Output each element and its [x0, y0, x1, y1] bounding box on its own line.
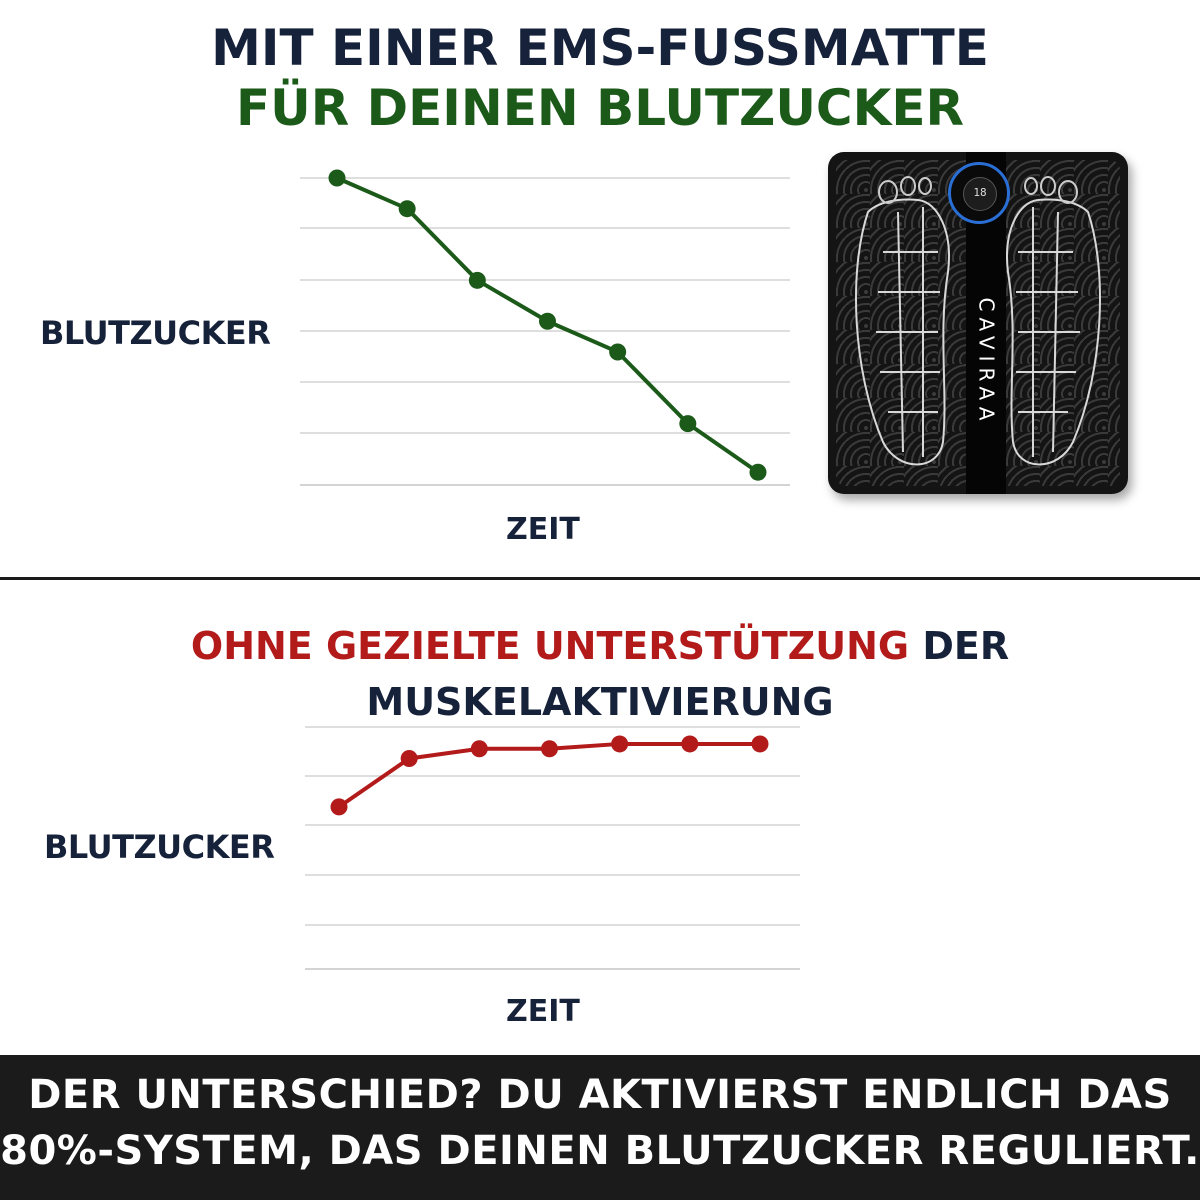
bottom-chart-data-point	[751, 735, 769, 753]
footer-line-1: DER UNTERSCHIED? DU AKTIVIERST ENDLICH D…	[28, 1072, 1172, 1118]
top-chart-data-point	[749, 463, 767, 481]
section-divider	[0, 577, 1200, 580]
footer-line-2: 80%-SYSTEM, DAS DEINEN BLUTZUCKER REGULI…	[0, 1128, 1200, 1174]
headline-line-2: FÜR DEINEN BLUTZUCKER	[235, 79, 965, 137]
top-chart-data-point	[609, 343, 627, 361]
headline-line-1: MIT EINER EMS-FUSSMATTE	[211, 19, 989, 77]
bottom-chart-data-point	[400, 749, 418, 767]
mat-display: 18	[963, 177, 997, 211]
top-chart-data-point	[539, 312, 556, 330]
bottom-chart-x-axis-label: ZEIT	[506, 994, 580, 1029]
section-2-headline: OHNE GEZIELTE UNTERSTÜTZUNG DER MUSKELAK…	[0, 618, 1200, 730]
top-chart-y-axis-label: BLUTZUCKER	[40, 314, 271, 352]
top-chart-data-point	[398, 200, 416, 218]
mat-control-button: 18	[948, 162, 1010, 224]
top-chart-x-axis-label: ZEIT	[506, 512, 580, 547]
bottom-chart-data-point	[330, 798, 348, 816]
section-2-headline-dark: DER MUSKELAKTIVIERUNG	[366, 624, 1010, 724]
bottom-chart-data-point	[541, 740, 558, 758]
bottom-chart-data-point	[611, 735, 629, 753]
top-blood-sugar-chart	[300, 169, 790, 486]
mat-display-digits: 18	[973, 186, 987, 199]
mat-brand-label: CAVIRAA	[966, 298, 1006, 427]
bottom-chart-data-point	[470, 740, 488, 758]
top-chart-data-point	[328, 169, 346, 187]
top-chart-data-point	[679, 415, 697, 433]
bottom-chart-y-axis-label: BLUTZUCKER	[44, 828, 275, 866]
ems-foot-mat-image: CAVIRAA 18	[828, 152, 1128, 494]
brand-text: CAVIRAA	[974, 297, 999, 427]
bottom-chart-data-point	[681, 735, 699, 753]
footer-banner	[0, 1055, 1200, 1200]
section-2-headline-red: OHNE GEZIELTE UNTERSTÜTZUNG	[190, 624, 910, 668]
foot-outline-icon	[855, 176, 1101, 466]
bottom-blood-sugar-chart	[305, 726, 800, 970]
top-chart-data-point	[468, 271, 486, 289]
